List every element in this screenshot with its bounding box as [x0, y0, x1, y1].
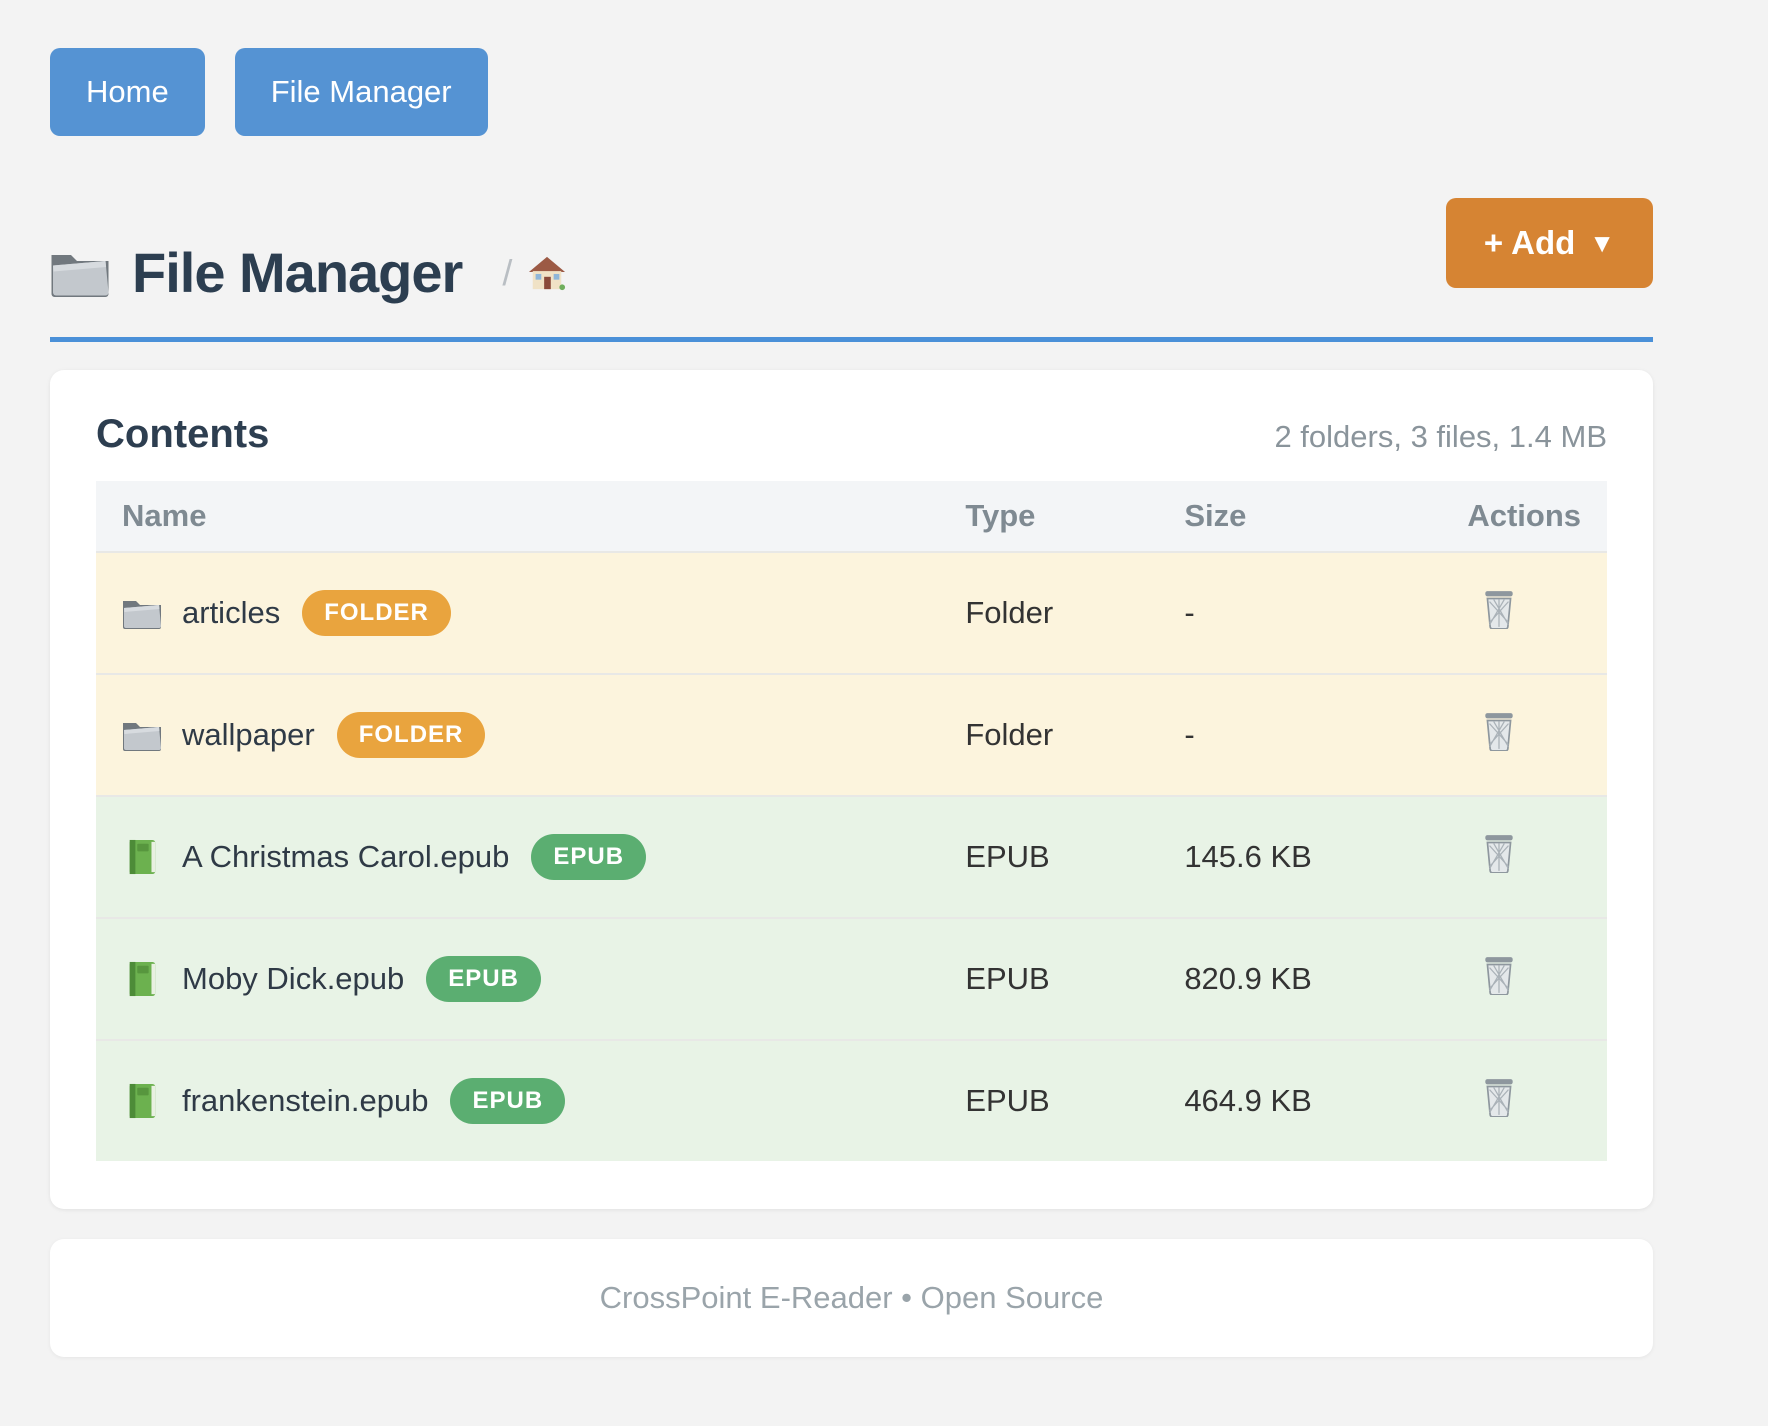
file-name[interactable]: A Christmas Carol.epub [182, 839, 510, 874]
header-divider [50, 337, 1653, 342]
contents-heading: Contents [96, 412, 270, 456]
breadcrumb-separator: / [502, 251, 513, 293]
page-container: Home File Manager File Manager / [50, 48, 1653, 1357]
file-size: - [1184, 595, 1195, 630]
file-type-badge: EPUB [450, 1078, 566, 1124]
table-row[interactable]: frankenstein.epub EPUB EPUB 464.9 KB [96, 1040, 1607, 1161]
contents-summary: 2 folders, 3 files, 1.4 MB [1274, 419, 1607, 454]
file-table: Name Type Size Actions [96, 481, 1607, 1161]
top-nav: Home File Manager [50, 48, 1653, 136]
table-row[interactable]: Moby Dick.epub EPUB EPUB 820.9 KB [96, 918, 1607, 1040]
contents-card-header: Contents 2 folders, 3 files, 1.4 MB [96, 412, 1607, 457]
footer-text: CrossPoint E-Reader • Open Source [599, 1280, 1104, 1315]
title-group: File Manager / [50, 240, 566, 305]
file-type: Folder [965, 717, 1054, 752]
file-size: 464.9 KB [1184, 1083, 1312, 1118]
file-type-badge: EPUB [426, 956, 541, 1002]
file-table-header: Name Type Size Actions [96, 481, 1607, 552]
table-row[interactable]: A Christmas Carol.epub EPUB EPUB 145.6 K… [96, 796, 1607, 918]
file-size: 820.9 KB [1184, 961, 1312, 996]
file-name[interactable]: frankenstein.epub [182, 1083, 429, 1118]
green-book-icon [129, 839, 156, 875]
file-size: 145.6 KB [1184, 839, 1312, 874]
page-header: File Manager / + Add ▼ [50, 198, 1653, 305]
file-table-body: articles FOLDER Folder - [96, 552, 1607, 1161]
column-header-actions: Actions [1467, 498, 1581, 533]
contents-card: Contents 2 folders, 3 files, 1.4 MB Name… [50, 370, 1653, 1209]
trash-icon[interactable] [1481, 711, 1517, 752]
table-row[interactable]: articles FOLDER Folder - [96, 552, 1607, 674]
nav-button-file-manager[interactable]: File Manager [234, 48, 488, 136]
add-button-label: + Add [1483, 224, 1576, 261]
nav-button-home[interactable]: Home [50, 48, 205, 136]
page-title: File Manager [132, 241, 463, 304]
breadcrumb: / [502, 252, 566, 294]
file-size: - [1184, 717, 1195, 752]
file-type-badge: FOLDER [336, 712, 486, 758]
footer-card: CrossPoint E-Reader • Open Source [50, 1239, 1653, 1357]
file-name[interactable]: wallpaper [182, 717, 315, 752]
file-name[interactable]: Moby Dick.epub [182, 961, 405, 996]
green-book-icon [129, 961, 156, 997]
home-icon[interactable] [528, 255, 566, 291]
folder-icon [123, 601, 161, 629]
green-book-icon [129, 1083, 156, 1119]
file-type: EPUB [965, 961, 1050, 996]
trash-icon[interactable] [1481, 1077, 1517, 1118]
trash-icon[interactable] [1481, 955, 1517, 996]
file-type: EPUB [965, 1083, 1050, 1118]
add-button[interactable]: + Add ▼ [1445, 198, 1653, 288]
folder-icon [123, 723, 161, 751]
file-name[interactable]: articles [182, 595, 281, 630]
trash-icon[interactable] [1481, 589, 1517, 630]
column-header-name: Name [122, 498, 207, 533]
file-type: Folder [965, 595, 1054, 630]
trash-icon[interactable] [1481, 833, 1517, 874]
folder-icon [51, 254, 109, 297]
table-row[interactable]: wallpaper FOLDER Folder - [96, 674, 1607, 796]
file-type: EPUB [965, 839, 1050, 874]
file-type-badge: EPUB [531, 834, 647, 880]
file-type-badge: FOLDER [302, 590, 451, 636]
column-header-size: Size [1184, 498, 1247, 533]
caret-down-icon: ▼ [1589, 227, 1615, 258]
column-header-type: Type [965, 498, 1036, 533]
